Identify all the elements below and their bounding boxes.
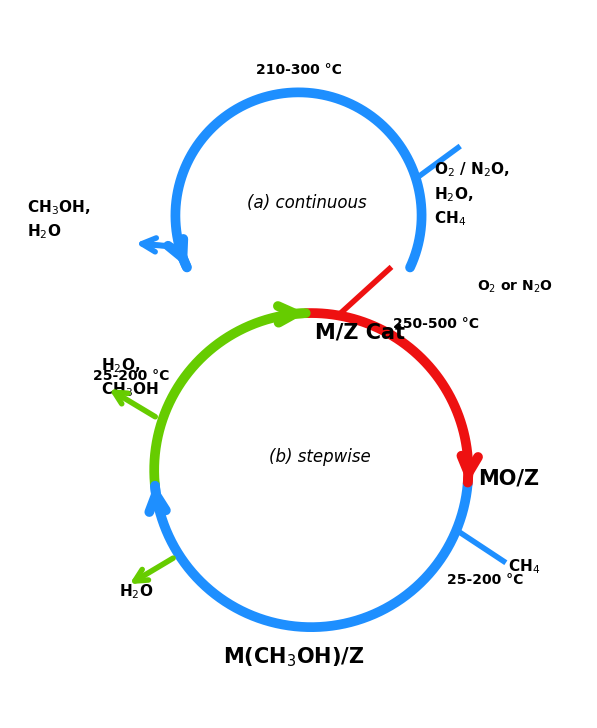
Text: M/Z Cat: M/Z Cat <box>315 323 405 343</box>
Text: O$_2$ or N$_2$O: O$_2$ or N$_2$O <box>477 279 553 295</box>
Text: (a) continuous: (a) continuous <box>247 194 367 212</box>
Text: 250-500 °C: 250-500 °C <box>393 317 479 331</box>
Text: H$_2$O,
CH$_3$OH: H$_2$O, CH$_3$OH <box>101 356 158 399</box>
Text: 25-200 °C: 25-200 °C <box>94 369 170 383</box>
Text: MO/Z: MO/Z <box>478 469 540 488</box>
Text: (b) stepwise: (b) stepwise <box>269 448 371 467</box>
Text: M(CH$_3$OH)/Z: M(CH$_3$OH)/Z <box>223 646 365 670</box>
Text: CH$_3$OH,
H$_2$O: CH$_3$OH, H$_2$O <box>27 198 90 241</box>
Text: H$_2$O: H$_2$O <box>119 582 153 601</box>
Text: 25-200 °C: 25-200 °C <box>447 573 523 587</box>
Text: O$_2$ / N$_2$O,
H$_2$O,
CH$_4$: O$_2$ / N$_2$O, H$_2$O, CH$_4$ <box>435 161 510 228</box>
Text: 210-300 °C: 210-300 °C <box>256 63 341 77</box>
Text: CH$_4$: CH$_4$ <box>508 558 540 577</box>
